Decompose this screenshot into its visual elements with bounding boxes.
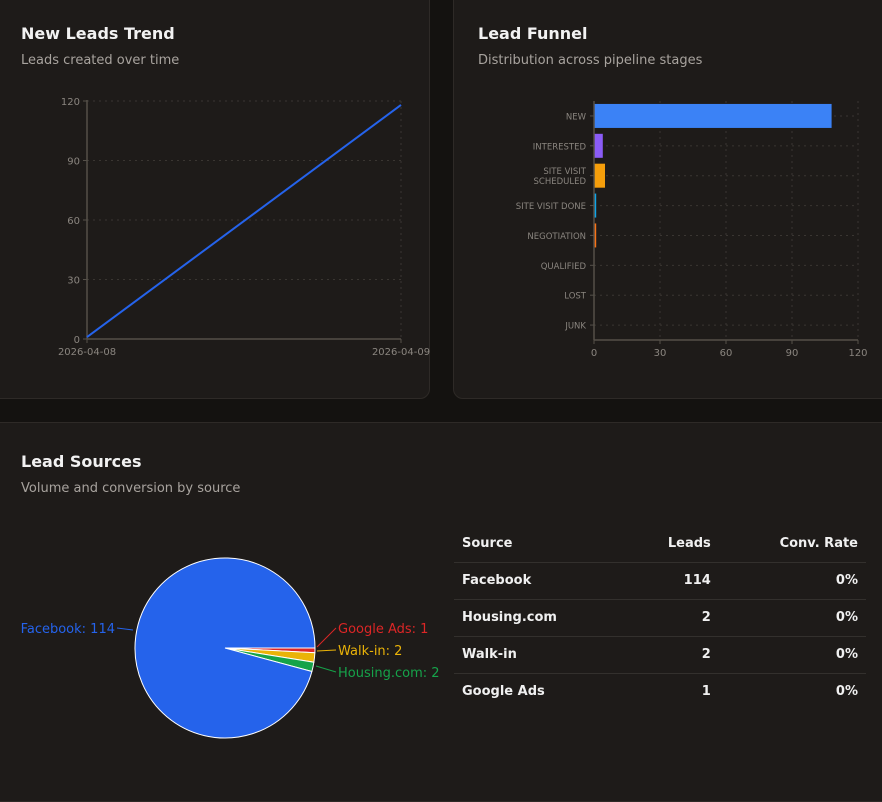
bar-negotiation (594, 223, 597, 248)
pie-label-line (316, 649, 337, 652)
x-tick-label: 90 (786, 348, 799, 359)
y-tick-label: 60 (67, 216, 80, 227)
col-leads: Leads (626, 525, 719, 563)
y-tick-label: INTERESTED (533, 142, 587, 152)
cell-conv: 0% (718, 562, 866, 600)
y-tick-label: SCHEDULED (533, 177, 586, 187)
pie-label: Walk-in: 2 (338, 644, 402, 659)
x-tick-label: 0 (591, 348, 597, 359)
col-conv-rate: Conv. Rate (718, 525, 866, 563)
trend-line (86, 104, 402, 338)
cell-source: Google Ads (462, 684, 545, 700)
trend-title: New Leads Trend (21, 24, 175, 43)
cell-conv: 0% (718, 599, 866, 637)
cell-source: Walk-in (454, 636, 627, 674)
funnel-card (453, 0, 882, 399)
y-tick-label: JUNK (564, 322, 586, 332)
y-tick-label: LOST (564, 292, 587, 302)
y-tick-label: 90 (67, 157, 80, 168)
x-tick-label: 120 (848, 348, 867, 359)
y-tick-label: 30 (67, 276, 80, 287)
pie-slice-facebook (134, 557, 316, 739)
cell-leads: 114 (626, 562, 719, 600)
funnel-title: Lead Funnel (478, 24, 588, 43)
x-tick-label: 2026-04-09 (372, 347, 430, 358)
y-tick-label: SITE VISIT (543, 167, 586, 177)
bar-interested (594, 133, 603, 158)
pie-label-line (315, 665, 337, 673)
table-header-row: Source Leads Conv. Rate (454, 525, 866, 563)
cell-leads: 2 (626, 636, 719, 674)
y-tick-label: QUALIFIED (541, 262, 587, 272)
trend-subtitle: Leads created over time (21, 53, 180, 68)
table-row: Walk-in 2 0% (454, 636, 866, 674)
cell-conv: 0% (718, 636, 866, 674)
sources-table: Source Leads Conv. Rate Facebook 114 0% Ho… (454, 525, 866, 710)
x-tick-label: 2026-04-08 (58, 347, 116, 358)
bar-new (594, 103, 832, 128)
sources-title: Lead Sources (21, 452, 142, 471)
funnel-subtitle: Distribution across pipeline stages (478, 53, 703, 68)
y-tick-label: SITE VISIT DONE (516, 202, 586, 212)
table-row: Housing.com 2 0% (454, 599, 866, 637)
y-tick-label: NEW (566, 112, 587, 122)
pie-label: Google Ads: 1 (338, 622, 428, 637)
col-source: Source (454, 525, 627, 563)
cell-conv: 0% (835, 684, 858, 700)
trend-card (0, 0, 430, 399)
bar-site-visit-scheduled (594, 163, 605, 188)
cell-source: Facebook (454, 562, 627, 600)
cell-leads: 2 (626, 599, 719, 637)
x-tick-label: 60 (720, 348, 733, 359)
y-tick-label: NEGOTIATION (527, 232, 586, 242)
y-tick-label: 120 (61, 97, 80, 108)
sources-subtitle: Volume and conversion by source (21, 481, 241, 496)
cell-source: Housing.com (454, 599, 627, 637)
x-tick-label: 30 (654, 348, 667, 359)
pie-label: Housing.com: 2 (338, 666, 440, 681)
cell-leads: 1 (701, 684, 711, 700)
pie-label: Facebook: 114 (21, 622, 115, 637)
pie-label-line (316, 627, 337, 648)
table-row: Google Ads 1 0% (454, 673, 866, 710)
pie-label-line (116, 627, 134, 631)
y-tick-label: 0 (74, 335, 80, 346)
bar-site-visit-done (594, 193, 597, 218)
table-row: Facebook 114 0% (454, 562, 866, 600)
